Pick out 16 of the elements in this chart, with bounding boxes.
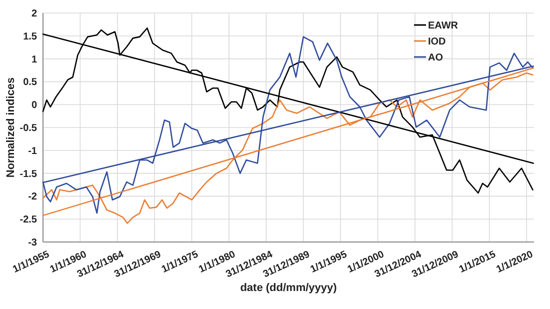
y-tick-label: 1 <box>31 54 38 66</box>
y-tick-label: -2.5 <box>20 214 38 226</box>
y-tick-label: -2 <box>28 192 38 203</box>
y-tick-label: 0 <box>31 100 38 112</box>
legend-label: IOD <box>428 36 446 48</box>
y-tick-label: -1 <box>28 146 38 157</box>
x-axis-title: date (dd/mm/yyyy) <box>240 282 338 294</box>
y-tick-label: -3 <box>28 238 38 248</box>
y-tick-label: -0.5 <box>20 123 38 134</box>
y-tick-label: 1.5 <box>23 31 38 42</box>
legend-label: AO <box>428 52 444 64</box>
y-tick-label: -1.5 <box>20 168 38 180</box>
y-tick-label: 2 <box>31 8 38 20</box>
y-axis-title: Normalized indices <box>5 77 17 178</box>
y-tick-label: 0.5 <box>23 77 38 88</box>
legend-label: EAWR <box>428 20 459 32</box>
